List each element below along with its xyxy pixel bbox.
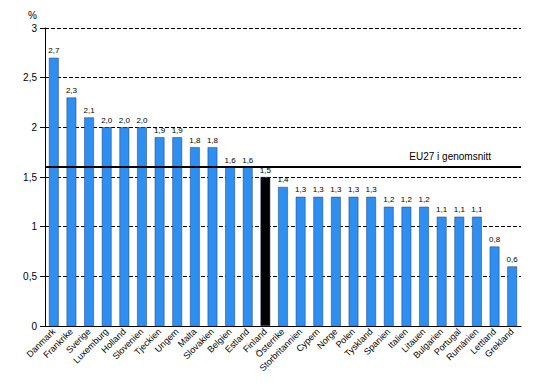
svg-text:1,3: 1,3 (330, 185, 342, 194)
svg-text:Belgien: Belgien (205, 326, 234, 355)
svg-text:1,6: 1,6 (242, 156, 254, 165)
svg-text:1,8: 1,8 (207, 136, 219, 145)
svg-text:2,3: 2,3 (66, 86, 78, 95)
svg-text:Cypern: Cypern (294, 326, 322, 354)
svg-text:Portugal: Portugal (432, 326, 463, 358)
svg-text:Ungern: Ungern (152, 326, 181, 355)
svg-text:Litauen: Litauen (399, 326, 428, 355)
svg-text:Norge: Norge (315, 326, 339, 350)
svg-text:1,6: 1,6 (225, 156, 237, 165)
svg-text:Danmark: Danmark (24, 326, 58, 360)
svg-text:2,1: 2,1 (84, 106, 96, 115)
svg-text:Malta: Malta (175, 326, 199, 350)
svg-text:1,1: 1,1 (471, 205, 483, 214)
svg-text:EU27 i genomsnitt: EU27 i genomsnitt (409, 151, 491, 162)
svg-text:1,5: 1,5 (259, 165, 271, 175)
svg-text:0,6: 0,6 (507, 255, 519, 264)
svg-text:Tjeckien: Tjeckien (132, 326, 164, 358)
svg-text:1,9: 1,9 (172, 126, 184, 135)
svg-text:1,3: 1,3 (313, 185, 325, 194)
svg-text:1,2: 1,2 (401, 195, 413, 204)
svg-text:Bulgarien: Bulgarien (411, 326, 446, 361)
svg-text:Grekland: Grekland (483, 326, 516, 359)
svg-text:Spanien: Spanien (361, 326, 393, 357)
svg-text:0,5: 0,5 (23, 271, 37, 282)
svg-text:1: 1 (31, 221, 37, 232)
svg-text:3: 3 (31, 23, 37, 34)
svg-text:2,7: 2,7 (48, 46, 60, 55)
svg-text:Slovenien: Slovenien (110, 326, 146, 362)
svg-text:Frankrike: Frankrike (41, 326, 75, 360)
svg-text:1,4: 1,4 (277, 175, 289, 184)
svg-text:1,3: 1,3 (348, 185, 360, 194)
svg-text:Italien: Italien (385, 326, 410, 351)
svg-text:Tyskland: Tyskland (342, 326, 375, 359)
svg-text:1,1: 1,1 (436, 205, 448, 214)
svg-text:1,5: 1,5 (23, 172, 37, 183)
svg-text:0: 0 (31, 321, 37, 332)
svg-text:Rumänien: Rumänien (444, 326, 481, 363)
svg-text:Österrike: Österrike (253, 326, 287, 360)
svg-text:Luxemburg: Luxemburg (71, 326, 111, 366)
svg-text:2,5: 2,5 (23, 72, 37, 83)
svg-text:Finland: Finland (241, 326, 269, 355)
svg-text:1,9: 1,9 (154, 126, 166, 135)
svg-text:Estland: Estland (223, 326, 252, 355)
svg-text:1,2: 1,2 (383, 195, 395, 204)
svg-text:%: % (28, 10, 37, 21)
svg-text:0,8: 0,8 (489, 235, 501, 244)
svg-text:1,2: 1,2 (418, 195, 430, 204)
svg-text:1,1: 1,1 (454, 205, 466, 214)
svg-text:1,3: 1,3 (366, 185, 378, 194)
svg-text:Storbritannien: Storbritannien (257, 326, 305, 374)
svg-text:2,0: 2,0 (119, 116, 131, 125)
svg-text:2: 2 (31, 122, 37, 133)
svg-text:Slovakien: Slovakien (181, 326, 216, 362)
svg-text:Lettland: Lettland (468, 326, 499, 357)
svg-text:2,0: 2,0 (136, 116, 148, 125)
svg-text:Holland: Holland (99, 326, 128, 356)
svg-text:1,8: 1,8 (189, 136, 201, 145)
svg-text:Sverige: Sverige (64, 326, 93, 356)
svg-text:Polen: Polen (333, 326, 358, 350)
svg-text:2,0: 2,0 (101, 116, 113, 125)
svg-text:1,3: 1,3 (295, 185, 307, 194)
